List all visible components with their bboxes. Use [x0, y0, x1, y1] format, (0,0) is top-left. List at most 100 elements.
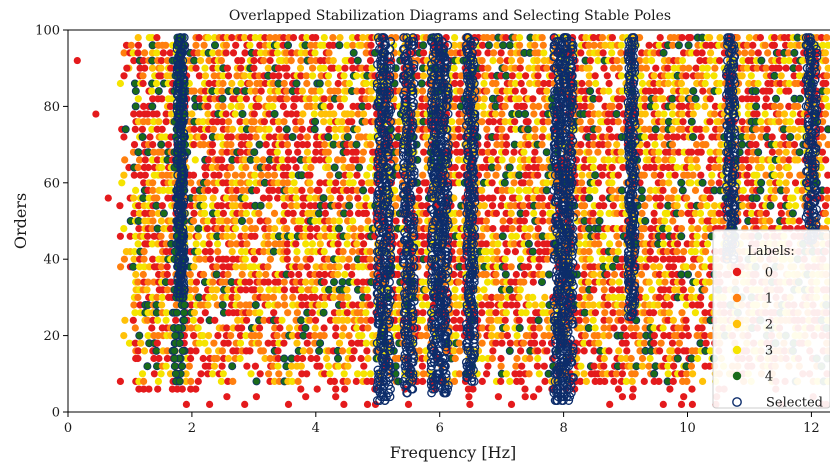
pole-point-label-3	[390, 41, 398, 49]
pole-point-label-0	[748, 95, 756, 103]
pole-point-label-1	[140, 255, 148, 263]
pole-point-label-4	[595, 216, 604, 225]
pole-point-label-0	[116, 232, 124, 240]
pole-point-label-0	[510, 148, 518, 156]
pole-point-label-0	[638, 49, 646, 57]
pole-point-label-1	[581, 332, 589, 340]
pole-point-label-1	[641, 95, 649, 103]
pole-point-label-2	[787, 41, 795, 49]
pole-point-label-0	[609, 309, 617, 317]
pole-point-label-0	[768, 133, 776, 141]
pole-point-label-0	[791, 179, 800, 187]
pole-point-label-4	[311, 117, 320, 126]
pole-point-label-0	[157, 57, 165, 65]
pole-point-label-3	[320, 301, 329, 309]
pole-point-label-0	[334, 79, 342, 88]
pole-point-label-3	[785, 57, 793, 65]
pole-point-label-0	[204, 156, 213, 164]
pole-point-label-4	[542, 148, 551, 157]
pole-point-label-4	[538, 278, 547, 287]
pole-point-label-0	[594, 179, 603, 187]
pole-point-label-0	[608, 34, 617, 42]
pole-point-label-4	[319, 194, 328, 203]
pole-point-label-2	[241, 34, 249, 42]
pole-point-label-1	[615, 64, 623, 72]
pole-point-label-0	[243, 362, 251, 370]
pole-point-label-3	[515, 186, 523, 194]
pole-point-label-0	[214, 332, 222, 340]
pole-point-label-4	[251, 300, 260, 309]
pole-point-label-0	[706, 194, 714, 202]
pole-point-label-0	[336, 102, 344, 110]
pole-point-label-0	[283, 64, 291, 72]
pole-point-label-3	[341, 270, 349, 279]
pole-point-label-1	[776, 102, 784, 110]
pole-point-label-3	[753, 171, 761, 179]
pole-point-label-1	[162, 41, 170, 49]
pole-point-label-0	[656, 202, 664, 210]
pole-point-label-2	[194, 232, 202, 240]
pole-point-label-4	[194, 224, 203, 233]
pole-point-label-3	[480, 286, 488, 294]
pole-point-label-2	[668, 125, 677, 133]
pole-point-label-0	[200, 133, 208, 141]
pole-point-label-1	[637, 64, 645, 72]
pole-point-label-4	[354, 163, 363, 172]
pole-point-label-2	[646, 316, 655, 324]
pole-point-label-0	[336, 194, 344, 202]
pole-point-label-3	[792, 202, 800, 210]
pole-point-label-1	[307, 57, 315, 65]
pole-point-label-0	[822, 156, 830, 164]
pole-point-label-0	[301, 293, 309, 301]
pole-point-label-1	[685, 64, 693, 72]
pole-point-label-3	[192, 240, 200, 248]
pole-point-label-1	[600, 286, 608, 294]
pole-point-label-0	[141, 156, 149, 164]
pole-point-label-0	[203, 225, 211, 233]
pole-point-label-2	[264, 64, 272, 72]
pole-point-label-2	[636, 141, 644, 149]
pole-point-label-4	[673, 354, 682, 363]
pole-point-label-2	[665, 179, 673, 187]
pole-point-label-0	[450, 316, 458, 324]
pole-point-label-0	[520, 102, 528, 110]
pole-point-label-3	[614, 248, 622, 256]
pole-point-label-1	[669, 41, 677, 49]
pole-point-label-1	[590, 41, 598, 49]
pole-point-label-3	[290, 179, 298, 187]
pole-point-label-3	[678, 57, 687, 65]
pole-point-label-3	[617, 156, 625, 164]
pole-point-label-0	[334, 240, 342, 248]
pole-point-label-4	[684, 41, 693, 50]
pole-point-label-1	[246, 217, 254, 225]
pole-point-label-0	[205, 240, 213, 248]
pole-point-label-0	[697, 148, 705, 156]
pole-point-label-2	[336, 34, 344, 42]
pole-point-label-1	[149, 186, 157, 194]
pole-point-label-4	[586, 87, 595, 96]
pole-point-label-0	[306, 171, 314, 179]
pole-point-label-2	[654, 301, 662, 309]
pole-point-label-2	[205, 332, 213, 340]
pole-point-label-2	[578, 171, 586, 179]
pole-point-label-0	[575, 293, 584, 301]
pole-point-label-2	[329, 57, 337, 65]
pole-point-label-1	[203, 179, 211, 187]
pole-point-label-3	[116, 79, 124, 88]
pole-point-label-0	[577, 49, 585, 57]
pole-point-label-0	[162, 118, 170, 126]
pole-point-label-0	[656, 171, 665, 179]
pole-point-label-1	[711, 64, 719, 72]
pole-point-label-0	[279, 102, 287, 110]
pole-point-label-4	[515, 323, 524, 332]
pole-point-label-1	[501, 102, 509, 110]
pole-point-label-1	[262, 270, 270, 279]
pole-point-label-4	[134, 148, 143, 157]
pole-point-label-0	[297, 72, 305, 80]
pole-point-label-3	[308, 240, 316, 248]
pole-point-label-2	[590, 270, 598, 279]
pole-point-label-0	[752, 141, 760, 149]
pole-point-label-0	[762, 209, 770, 217]
pole-point-label-0	[492, 309, 500, 317]
pole-point-label-3	[796, 72, 804, 80]
